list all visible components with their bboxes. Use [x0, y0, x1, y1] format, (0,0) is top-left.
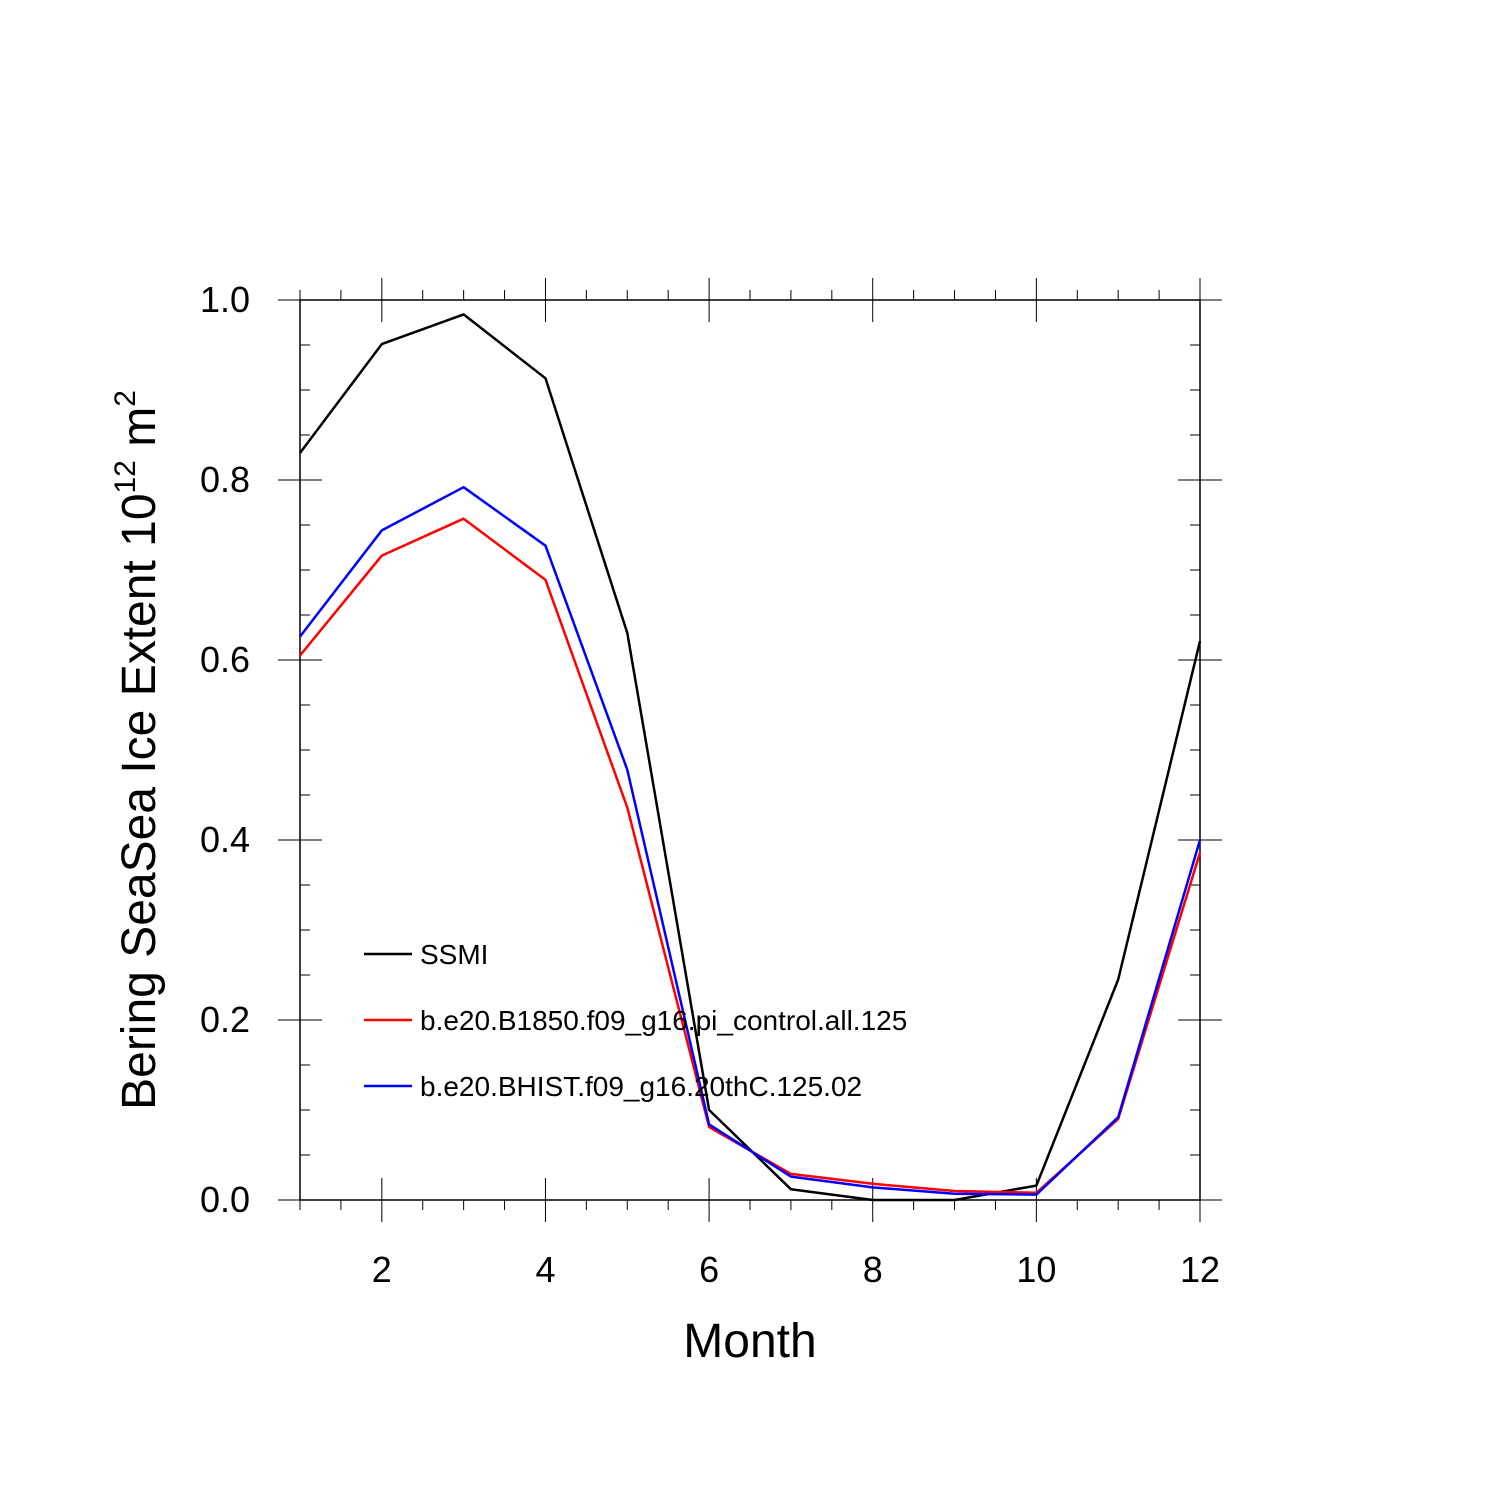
y-tick-labels: 0.0 0.2 0.4 0.6 0.8 1.0 [200, 279, 250, 1220]
y-tick-label: 0.8 [200, 459, 250, 500]
legend: SSMI b.e20.B1850.f09_g16.pi_control.all.1… [364, 939, 907, 1102]
y-tick-label: 1.0 [200, 279, 250, 320]
plot-frame [299, 299, 1201, 1201]
x-tick-label: 12 [1180, 1249, 1220, 1290]
y-tick-label: 0.2 [200, 999, 250, 1040]
legend-label: SSMI [420, 939, 488, 970]
x-tick-labels: 2 4 6 8 10 12 [372, 1249, 1220, 1290]
legend-label: b.e20.B1850.f09_g16.pi_control.all.125 [420, 1005, 907, 1036]
y-tick-label: 0.0 [200, 1179, 250, 1220]
series-line-1 [299, 313, 1202, 1202]
x-axis-label: Month [683, 1315, 816, 1368]
series-line-3 [299, 485, 1202, 1196]
y-axis-label-main: Bering SeaSea Ice Extent 10 [113, 493, 166, 1109]
y-axis-label-exponent-1: 12 [109, 460, 142, 493]
x-tick-label: 2 [372, 1249, 392, 1290]
x-tick-label: 4 [535, 1249, 555, 1290]
legend-label: b.e20.BHIST.f09_g16.20thC.125.02 [420, 1071, 862, 1102]
y-tick-label: 0.6 [200, 639, 250, 680]
y-axis-label-exponent-2: 2 [109, 390, 142, 407]
x-tick-label: 10 [1016, 1249, 1056, 1290]
series-lines [299, 313, 1202, 1202]
x-tick-label: 8 [863, 1249, 883, 1290]
y-axis-label: Bering SeaSea Ice Extent 1012 m2 [109, 390, 166, 1110]
x-tick-label: 6 [699, 1249, 719, 1290]
y-tick-label: 0.4 [200, 819, 250, 860]
y-axis-label-unit: m [113, 407, 166, 460]
